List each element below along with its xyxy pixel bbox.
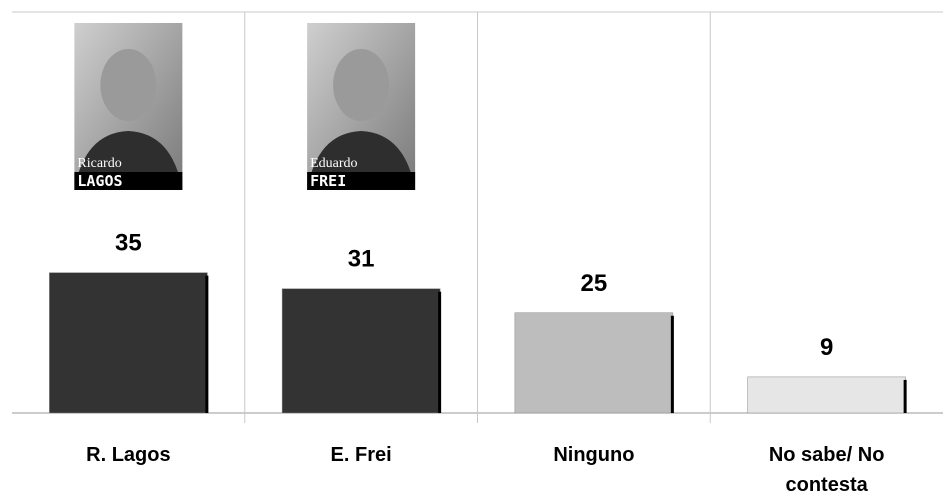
bar <box>282 289 440 413</box>
x-tick-label: E. Frei <box>276 440 446 470</box>
head <box>333 49 389 121</box>
x-tick-label: Ninguno <box>509 440 679 470</box>
value-label: 25 <box>581 270 608 297</box>
value-label: 9 <box>820 334 833 361</box>
bar <box>748 377 906 413</box>
x-tick-label: R. Lagos <box>43 440 213 470</box>
x-tick-label: No sabe/ No contesta <box>742 440 912 500</box>
portrait-last-name: FREI <box>310 172 346 190</box>
bar-shadow <box>904 380 907 413</box>
bar-shadow <box>671 316 674 413</box>
value-label: 35 <box>115 230 142 257</box>
portrait-first-name: Eduardo <box>310 156 357 171</box>
head <box>100 49 156 121</box>
bar-shadow <box>438 292 441 413</box>
bar <box>515 313 673 413</box>
bar-shadow <box>205 276 208 413</box>
value-label: 31 <box>348 246 375 273</box>
portrait-first-name: Ricardo <box>77 156 121 171</box>
chart: 35 31 25 9 RicardoLAGOS EduardoFREI <box>0 0 943 495</box>
portrait-last-name: LAGOS <box>77 172 122 190</box>
bar <box>49 273 207 413</box>
page: 3531259RicardoLAGOSEduardoFREI (() => { … <box>0 0 943 495</box>
